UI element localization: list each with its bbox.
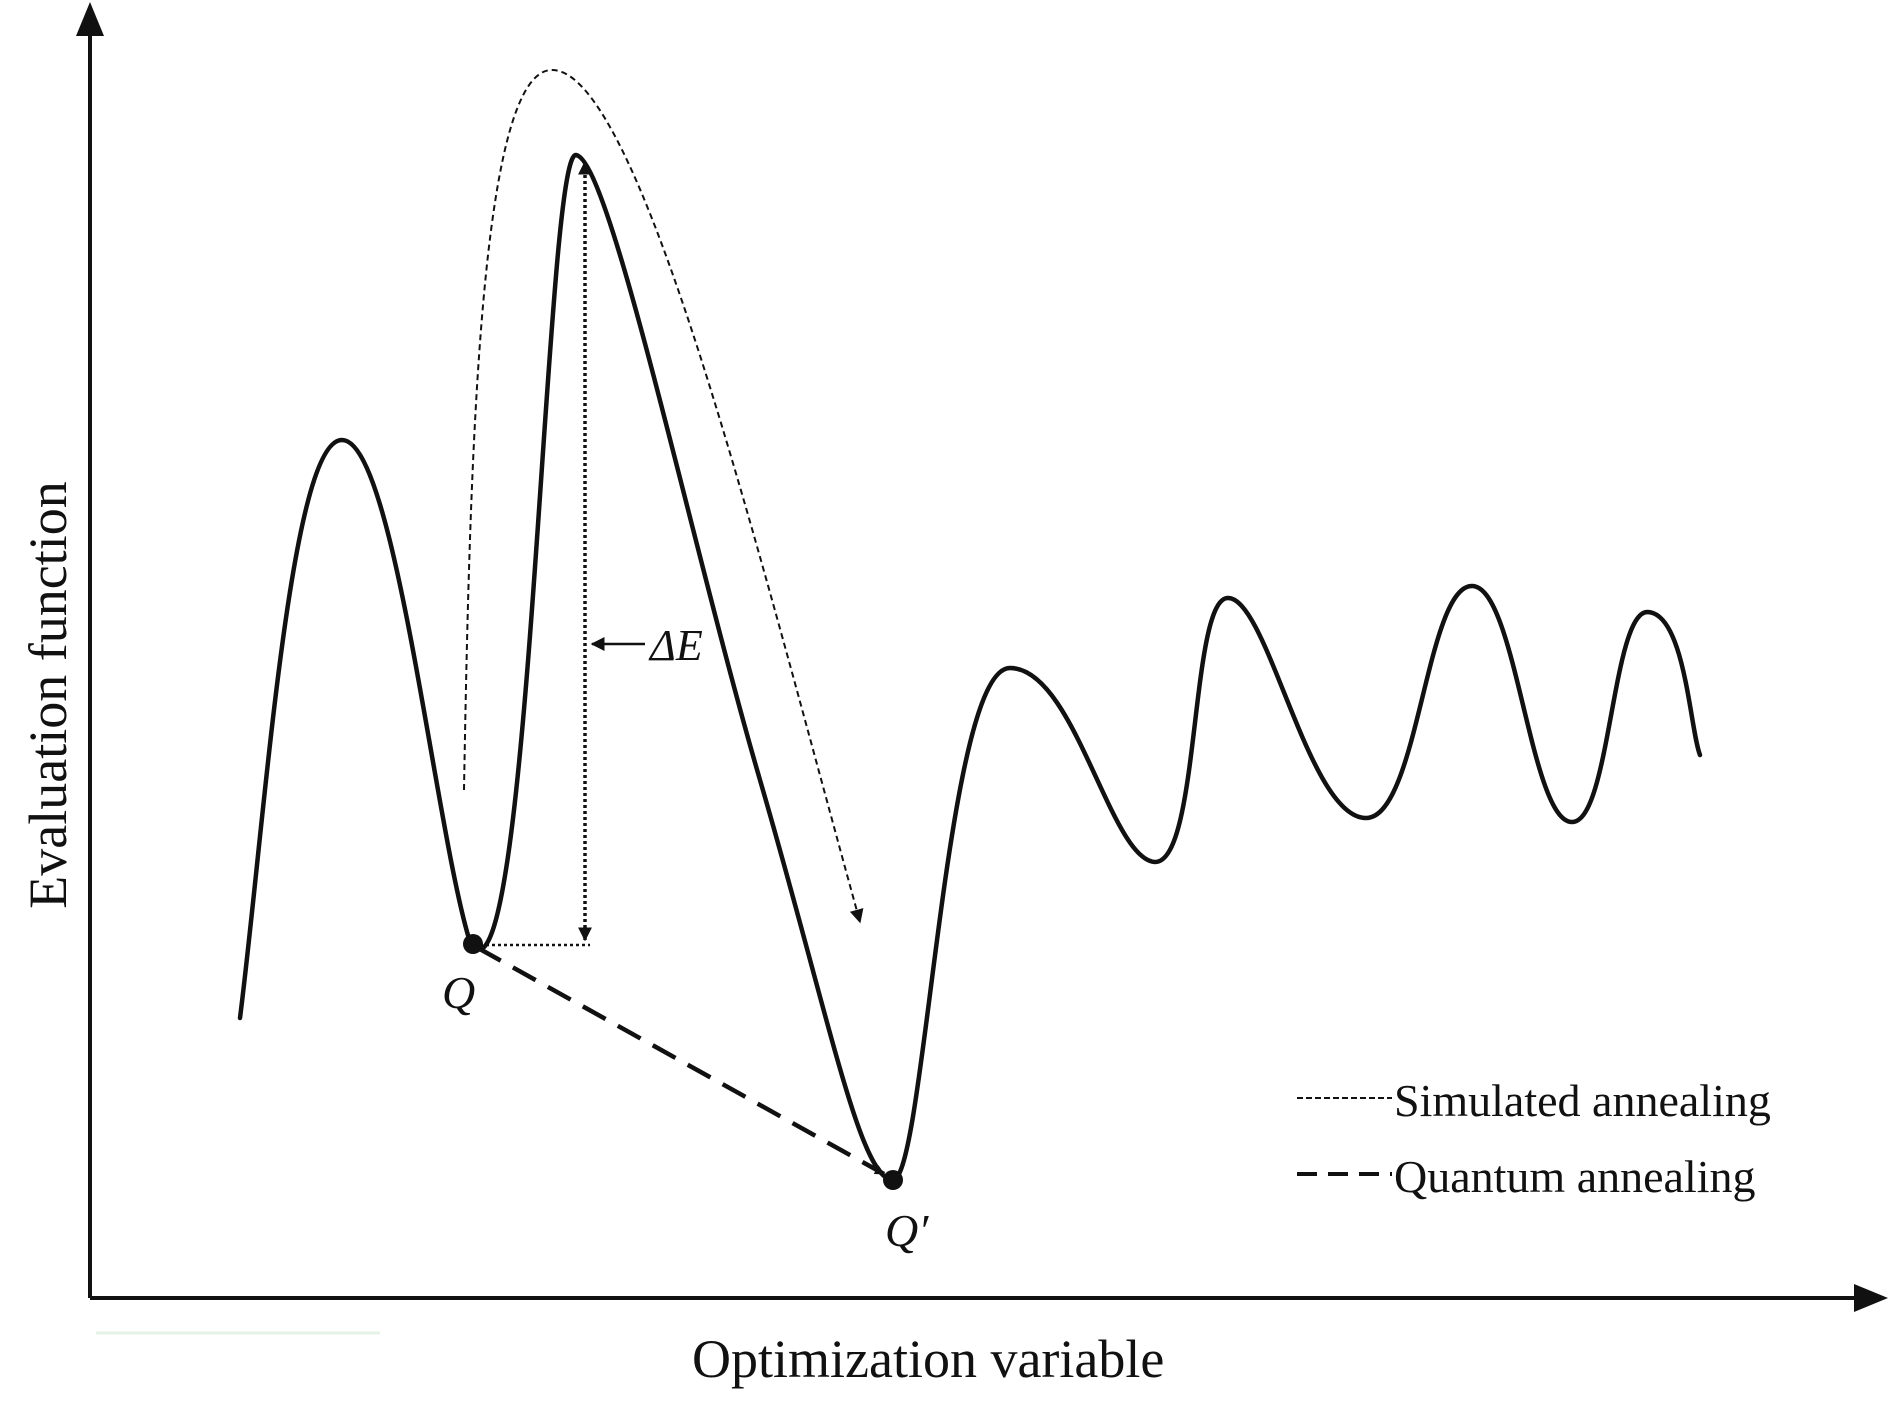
global-minimum-label: Q′ xyxy=(885,1205,929,1256)
quantum-annealing-path xyxy=(476,946,886,1176)
y-axis-arrowhead xyxy=(76,2,104,36)
y-axis-title: Evaluation function xyxy=(18,481,78,909)
local-minimum-label: Q xyxy=(442,967,475,1018)
local-minimum-point xyxy=(463,934,483,954)
evaluation-function-curve xyxy=(237,152,1703,1183)
simulated-annealing-path xyxy=(463,68,864,924)
axes xyxy=(76,2,1888,1335)
x-axis-arrowhead xyxy=(1854,1284,1888,1312)
legend-simulated-label: Simulated annealing xyxy=(1394,1075,1771,1126)
energy-barrier-label: ΔE xyxy=(648,621,703,670)
legend-quantum-label: Quantum annealing xyxy=(1394,1151,1756,1202)
x-axis-title: Optimization variable xyxy=(692,1329,1165,1389)
global-minimum-point xyxy=(883,1170,903,1190)
legend: Simulated annealing Quantum annealing xyxy=(1297,1075,1771,1202)
